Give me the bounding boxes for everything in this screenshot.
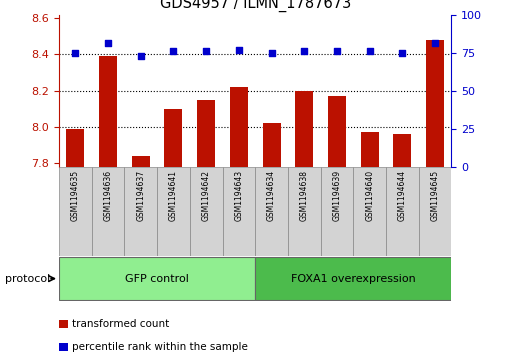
Bar [99, 56, 117, 167]
Bar [59, 167, 92, 256]
Point [300, 48, 308, 54]
Text: percentile rank within the sample: percentile rank within the sample [72, 342, 248, 352]
Text: protocol: protocol [5, 274, 50, 284]
Point [136, 53, 145, 58]
Bar [197, 100, 215, 167]
Bar [223, 167, 255, 256]
Bar [263, 123, 281, 167]
Text: GSM1194638: GSM1194638 [300, 170, 309, 221]
Bar [132, 156, 150, 167]
Bar [66, 129, 84, 167]
Text: FOXA1 overexpression: FOXA1 overexpression [291, 274, 416, 284]
Text: GSM1194636: GSM1194636 [104, 170, 112, 221]
Bar [92, 167, 125, 256]
Bar [426, 40, 444, 167]
Bar [353, 167, 386, 256]
Text: GSM1194640: GSM1194640 [365, 170, 374, 221]
Bar [157, 167, 190, 256]
Bar [255, 167, 288, 256]
Text: GSM1194634: GSM1194634 [267, 170, 276, 221]
Text: GSM1194642: GSM1194642 [202, 170, 211, 221]
Point [235, 47, 243, 53]
Bar [165, 109, 183, 167]
Text: transformed count: transformed count [72, 319, 169, 329]
Text: GSM1194645: GSM1194645 [430, 170, 440, 221]
Bar [386, 167, 419, 256]
Point [366, 48, 374, 54]
Bar [230, 87, 248, 167]
Point [333, 48, 341, 54]
Bar [124, 167, 157, 256]
Text: GSM1194635: GSM1194635 [71, 170, 80, 221]
Text: GSM1194637: GSM1194637 [136, 170, 145, 221]
Point [71, 50, 80, 56]
Text: GSM1194641: GSM1194641 [169, 170, 178, 221]
Bar [59, 257, 255, 301]
Point [104, 41, 112, 46]
Text: GSM1194643: GSM1194643 [234, 170, 243, 221]
Bar [288, 167, 321, 256]
Bar [255, 257, 451, 301]
Bar [321, 167, 353, 256]
Bar [190, 167, 223, 256]
Point [169, 48, 177, 54]
Point [398, 50, 406, 56]
Point [267, 50, 275, 56]
Text: GFP control: GFP control [125, 274, 189, 284]
Bar [393, 134, 411, 167]
Bar [361, 132, 379, 167]
Point [431, 41, 439, 46]
Text: GSM1194644: GSM1194644 [398, 170, 407, 221]
Text: GSM1194639: GSM1194639 [332, 170, 342, 221]
Bar [295, 91, 313, 167]
Title: GDS4957 / ILMN_1787673: GDS4957 / ILMN_1787673 [160, 0, 351, 12]
Bar [328, 96, 346, 167]
Point [202, 48, 210, 54]
Bar [419, 167, 451, 256]
